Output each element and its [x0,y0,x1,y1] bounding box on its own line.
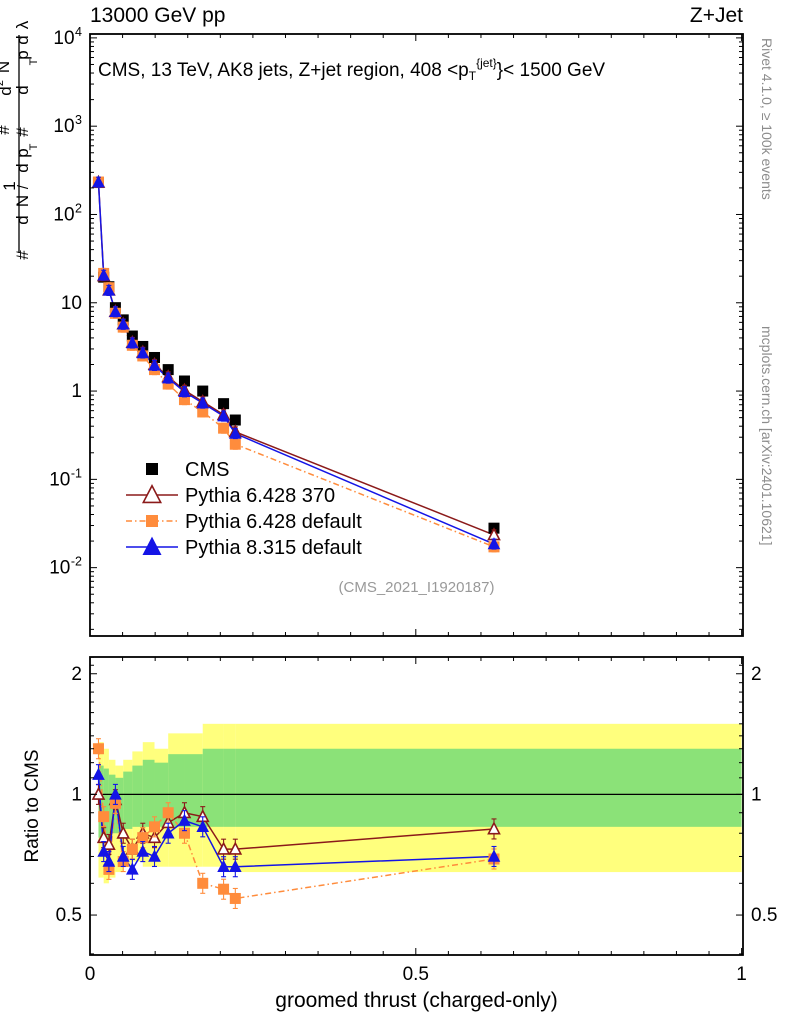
svg-text:1: 1 [736,964,747,985]
svg-text:CMS: CMS [185,459,229,481]
svg-text:1: 1 [751,784,762,805]
svg-text:#: # [13,250,32,260]
svg-text:T: T [28,143,40,150]
svg-text:λ: λ [13,20,32,29]
svg-text:groomed thrust (charged-only): groomed thrust (charged-only) [275,989,557,1012]
svg-text:0.5: 0.5 [56,905,82,926]
svg-text:(CMS_2021_I1920187): (CMS_2021_I1920187) [339,579,495,596]
svg-text:d: d [13,85,32,94]
svg-text:d: d [13,215,32,224]
svg-text:Rivet 4.1.0, ≥ 100k events: Rivet 4.1.0, ≥ 100k events [759,38,775,200]
svg-text:Z+Jet: Z+Jet [690,4,743,27]
svg-text:p: p [13,50,32,59]
svg-text:0: 0 [85,964,96,985]
svg-text:2: 2 [751,664,762,685]
svg-text:Pythia 8.315 default: Pythia 8.315 default [185,537,362,559]
svg-text:mcplots.cern.ch [arXiv:2401.10: mcplots.cern.ch [arXiv:2401.10621] [759,326,775,545]
svg-text:2: 2 [0,80,6,86]
svg-text:0.5: 0.5 [751,905,777,926]
svg-text:N: N [0,61,13,73]
svg-text:d: d [13,163,32,172]
svg-text:1: 1 [71,784,82,805]
svg-text:N: N [13,195,32,207]
svg-text:d: d [13,35,32,44]
svg-text:Pythia 6.428 default: Pythia 6.428 default [185,511,362,533]
svg-text:1: 1 [71,381,82,402]
svg-text:Ratio to CMS: Ratio to CMS [22,750,43,863]
svg-text:CMS, 13 TeV, AK8 jets, Z+jet r: CMS, 13 TeV, AK8 jets, Z+jet region, 408… [98,56,605,83]
svg-text:10: 10 [61,293,82,314]
svg-text:#: # [13,127,32,137]
svg-text:Pythia 6.428 370: Pythia 6.428 370 [185,485,335,507]
svg-text:#: # [0,125,13,135]
svg-text:13000 GeV pp: 13000 GeV pp [90,4,225,27]
svg-text:0.5: 0.5 [403,964,429,985]
svg-text:2: 2 [71,664,82,685]
